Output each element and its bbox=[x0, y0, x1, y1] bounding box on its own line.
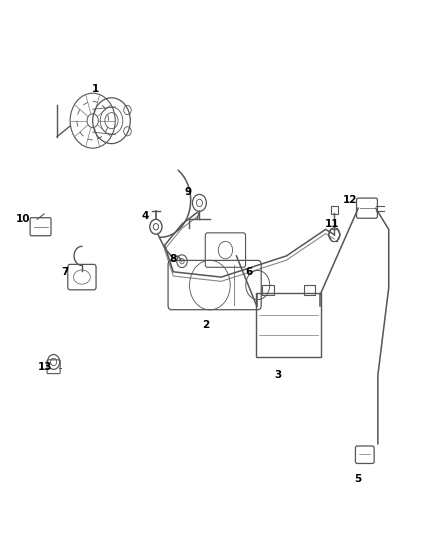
Text: 12: 12 bbox=[343, 195, 357, 205]
Text: 5: 5 bbox=[355, 474, 362, 483]
Text: 7: 7 bbox=[61, 267, 68, 277]
Text: 4: 4 bbox=[141, 211, 148, 221]
Text: 8: 8 bbox=[170, 254, 177, 263]
Text: 6: 6 bbox=[246, 267, 253, 277]
Text: 10: 10 bbox=[16, 214, 30, 224]
Text: 11: 11 bbox=[325, 219, 339, 229]
Text: 13: 13 bbox=[38, 362, 52, 372]
Text: 3: 3 bbox=[274, 370, 281, 380]
Text: 2: 2 bbox=[202, 320, 209, 330]
Text: 1: 1 bbox=[92, 84, 99, 94]
Text: 9: 9 bbox=[185, 187, 192, 197]
